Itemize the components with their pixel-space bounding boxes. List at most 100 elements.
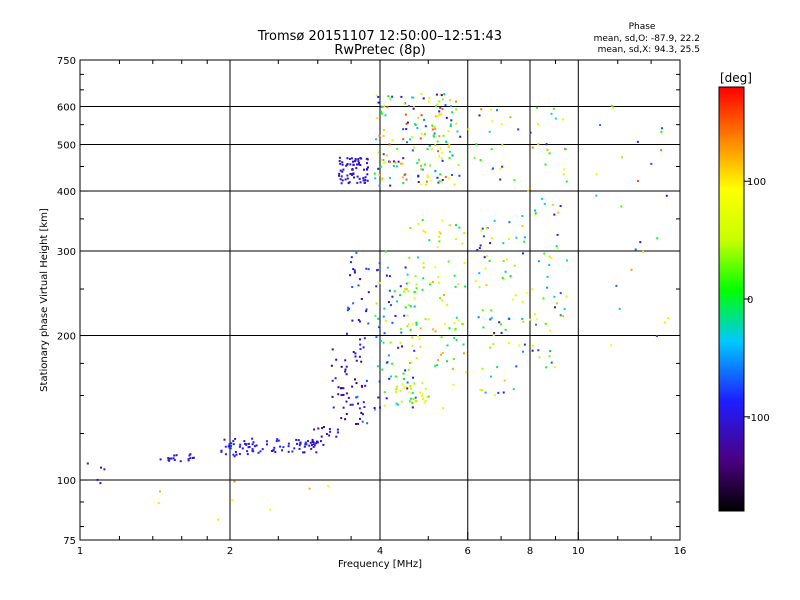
data-point [453,183,456,186]
data-point [427,100,430,103]
data-point [187,459,190,462]
data-point [392,164,395,167]
data-point [293,447,296,450]
data-point [395,386,398,389]
data-point [313,444,316,447]
data-point [490,148,493,151]
data-point [347,182,350,185]
data-point [345,164,348,167]
data-point [563,307,566,310]
data-point [504,328,507,331]
data-point [496,366,499,369]
data-point [386,106,389,109]
data-point [610,105,613,108]
data-point [400,95,403,98]
data-point [349,403,352,406]
data-point [407,303,410,306]
data-point [383,104,386,107]
data-point [521,317,524,320]
data-point [407,105,410,108]
data-point [359,417,361,420]
data-point [473,156,476,159]
data-point [490,316,493,319]
data-point [304,443,307,446]
phase-stats-x: mean, sd,X: 94.3, 25.5 [598,45,700,55]
data-point [241,447,244,450]
data-point [331,379,334,382]
data-point [321,427,323,430]
data-point [442,134,445,137]
data-point [437,276,440,279]
data-point [227,445,230,448]
data-point [410,361,413,364]
data-point [404,287,407,290]
data-point [458,174,461,177]
data-point [405,282,408,285]
data-point [421,168,424,171]
data-point [411,344,414,347]
data-point [455,224,457,227]
data-point [360,384,363,387]
data-point [355,396,358,399]
data-point [364,176,367,179]
data-point [612,106,614,109]
data-point [253,445,256,448]
data-point [316,441,319,444]
data-point [436,246,439,249]
data-point [434,364,437,367]
data-point [404,385,407,388]
data-point [502,260,505,263]
data-point [411,96,414,99]
data-point [366,173,369,176]
data-point [453,336,456,339]
data-point [496,109,498,112]
data-point [346,174,349,177]
data-point [355,423,357,425]
data-point [234,451,237,453]
data-point [346,309,349,312]
data-point [159,490,161,493]
data-point [401,162,404,165]
data-point [541,197,544,200]
data-point [339,162,342,165]
data-point [339,178,342,181]
data-point [383,404,386,407]
data-point [399,328,402,331]
data-point [381,105,384,108]
data-point [367,291,370,294]
data-point [341,179,344,182]
data-point [350,261,352,264]
data-point [409,362,412,364]
data-point [521,301,524,303]
data-point [231,499,234,502]
x-tick-label: 6 [465,546,471,557]
data-point [451,174,453,176]
colorbar-label: [deg] [720,71,752,85]
data-point [546,286,549,289]
data-point [393,290,396,293]
data-point [401,345,403,348]
data-point [426,148,429,150]
data-point [303,451,306,454]
data-point [537,349,540,352]
data-point [517,128,520,131]
data-point [365,310,368,313]
data-point [391,362,394,365]
data-point [273,446,276,449]
data-point [352,268,355,270]
data-point [482,326,485,329]
data-point [358,177,361,180]
data-point [365,157,368,160]
data-point [357,319,360,321]
data-point [317,427,320,430]
data-point [639,241,642,244]
data-point [485,284,488,286]
data-point [341,163,344,166]
data-point [340,182,343,185]
data-point [408,256,411,259]
data-point [440,336,443,339]
y-tick-label: 750 [57,56,76,67]
data-point [355,382,358,385]
data-point [352,173,355,175]
data-point [500,331,503,334]
